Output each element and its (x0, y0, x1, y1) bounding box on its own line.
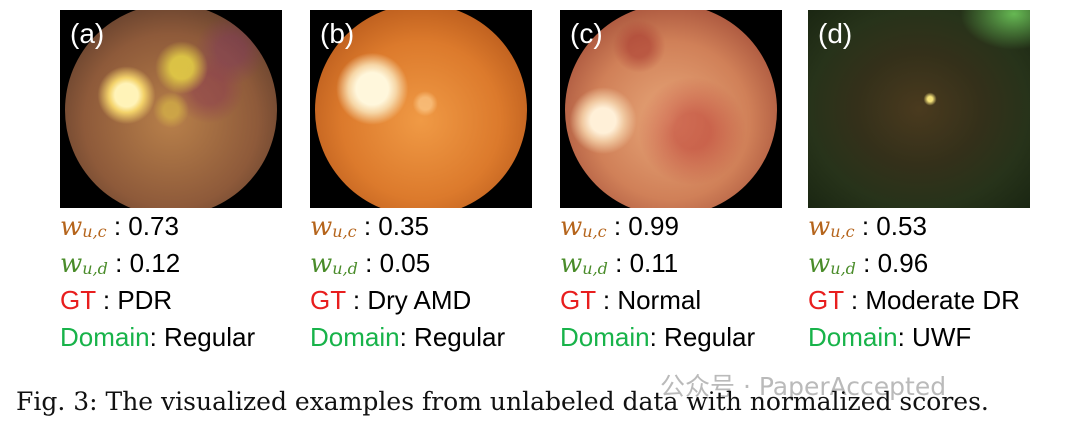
domain-value: Regular (664, 322, 756, 352)
domain-label: Domain (808, 322, 898, 352)
gt-value: Moderate DR (865, 285, 1020, 315)
wuc-value: 0.53 (876, 211, 927, 241)
domain-value: UWF (912, 322, 972, 352)
wuc-symbol: wu,c (808, 212, 855, 242)
gt-label: GT (310, 285, 346, 315)
wud-value: 0.05 (379, 248, 431, 278)
wud-row: wu,d : 0.96 (808, 248, 929, 279)
panel-label: (d) (818, 18, 853, 49)
fundus-image-a: (a) (60, 10, 282, 208)
wuc-symbol: wu,c (60, 212, 107, 242)
wud-symbol: wu,d (60, 249, 108, 279)
wud-symbol: wu,d (560, 249, 608, 279)
wud-symbol: wu,d (310, 249, 358, 279)
domain-value: Regular (164, 322, 256, 352)
wuc-symbol: wu,c (560, 212, 607, 242)
gt-label: GT (808, 285, 844, 315)
fundus-image-d: (d) (808, 10, 1030, 208)
domain-label: Domain (310, 322, 400, 352)
wud-symbol: wu,d (808, 249, 856, 279)
domain-value: Regular (414, 322, 506, 352)
wuc-row: wu,c : 0.53 (808, 211, 927, 242)
domain-label: Domain (60, 322, 150, 352)
gt-row: GT : PDR (60, 285, 173, 315)
wuc-row: wu,c : 0.99 (560, 211, 679, 242)
wuc-value: 0.99 (628, 211, 679, 241)
gt-label: GT (60, 285, 96, 315)
gt-row: GT : Moderate DR (808, 285, 1020, 315)
watermark: 公众号 · PaperAccepted (660, 372, 947, 401)
wuc-row: wu,c : 0.73 (60, 211, 179, 242)
gt-label: GT (560, 285, 596, 315)
gt-value: Normal (617, 285, 702, 315)
fundus-photo-pdr (65, 10, 277, 208)
figure-caption: Fig. 3: The visualized examples from unl… (16, 387, 989, 416)
panel-label: (a) (70, 18, 105, 49)
panel-label: (c) (570, 18, 603, 49)
wuc-symbol: wu,c (310, 212, 357, 242)
gt-value: PDR (117, 285, 173, 315)
panel-d: (d) wu,c : 0.53 wu,d : 0.96 GT : Moderat… (808, 10, 1030, 356)
panel-label: (b) (320, 18, 355, 49)
gt-row: GT : Dry AMD (310, 285, 472, 315)
domain-label: Domain (560, 322, 650, 352)
panel-c: (c) wu,c : 0.99 wu,d : 0.11 GT : Normal … (560, 10, 782, 356)
domain-row: Domain: Regular (560, 322, 756, 352)
wuc-row: wu,c : 0.35 (310, 211, 429, 242)
domain-row: Domain: UWF (808, 322, 972, 352)
wud-value: 0.96 (877, 248, 929, 278)
fundus-photo-uwf (808, 10, 1030, 208)
wuc-value: 0.73 (128, 211, 179, 241)
gt-value: Dry AMD (367, 285, 472, 315)
wud-value: 0.12 (129, 248, 181, 278)
gt-row: GT : Normal (560, 285, 702, 315)
fundus-image-b: (b) (310, 10, 532, 208)
fundus-photo-dry-amd (315, 10, 527, 208)
wud-row: wu,d : 0.11 (560, 248, 679, 279)
fundus-photo-normal (565, 10, 777, 208)
wud-row: wu,d : 0.12 (60, 248, 181, 279)
fundus-image-c: (c) (560, 10, 782, 208)
panel-a: (a) wu,c : 0.73 wu,d : 0.12 GT : PDR Dom… (60, 10, 282, 356)
wuc-value: 0.35 (378, 211, 429, 241)
panel-b: (b) wu,c : 0.35 wu,d : 0.05 GT : Dry AMD… (310, 10, 532, 356)
domain-row: Domain: Regular (310, 322, 506, 352)
domain-row: Domain: Regular (60, 322, 256, 352)
wud-row: wu,d : 0.05 (310, 248, 431, 279)
wud-value: 0.11 (629, 248, 679, 278)
